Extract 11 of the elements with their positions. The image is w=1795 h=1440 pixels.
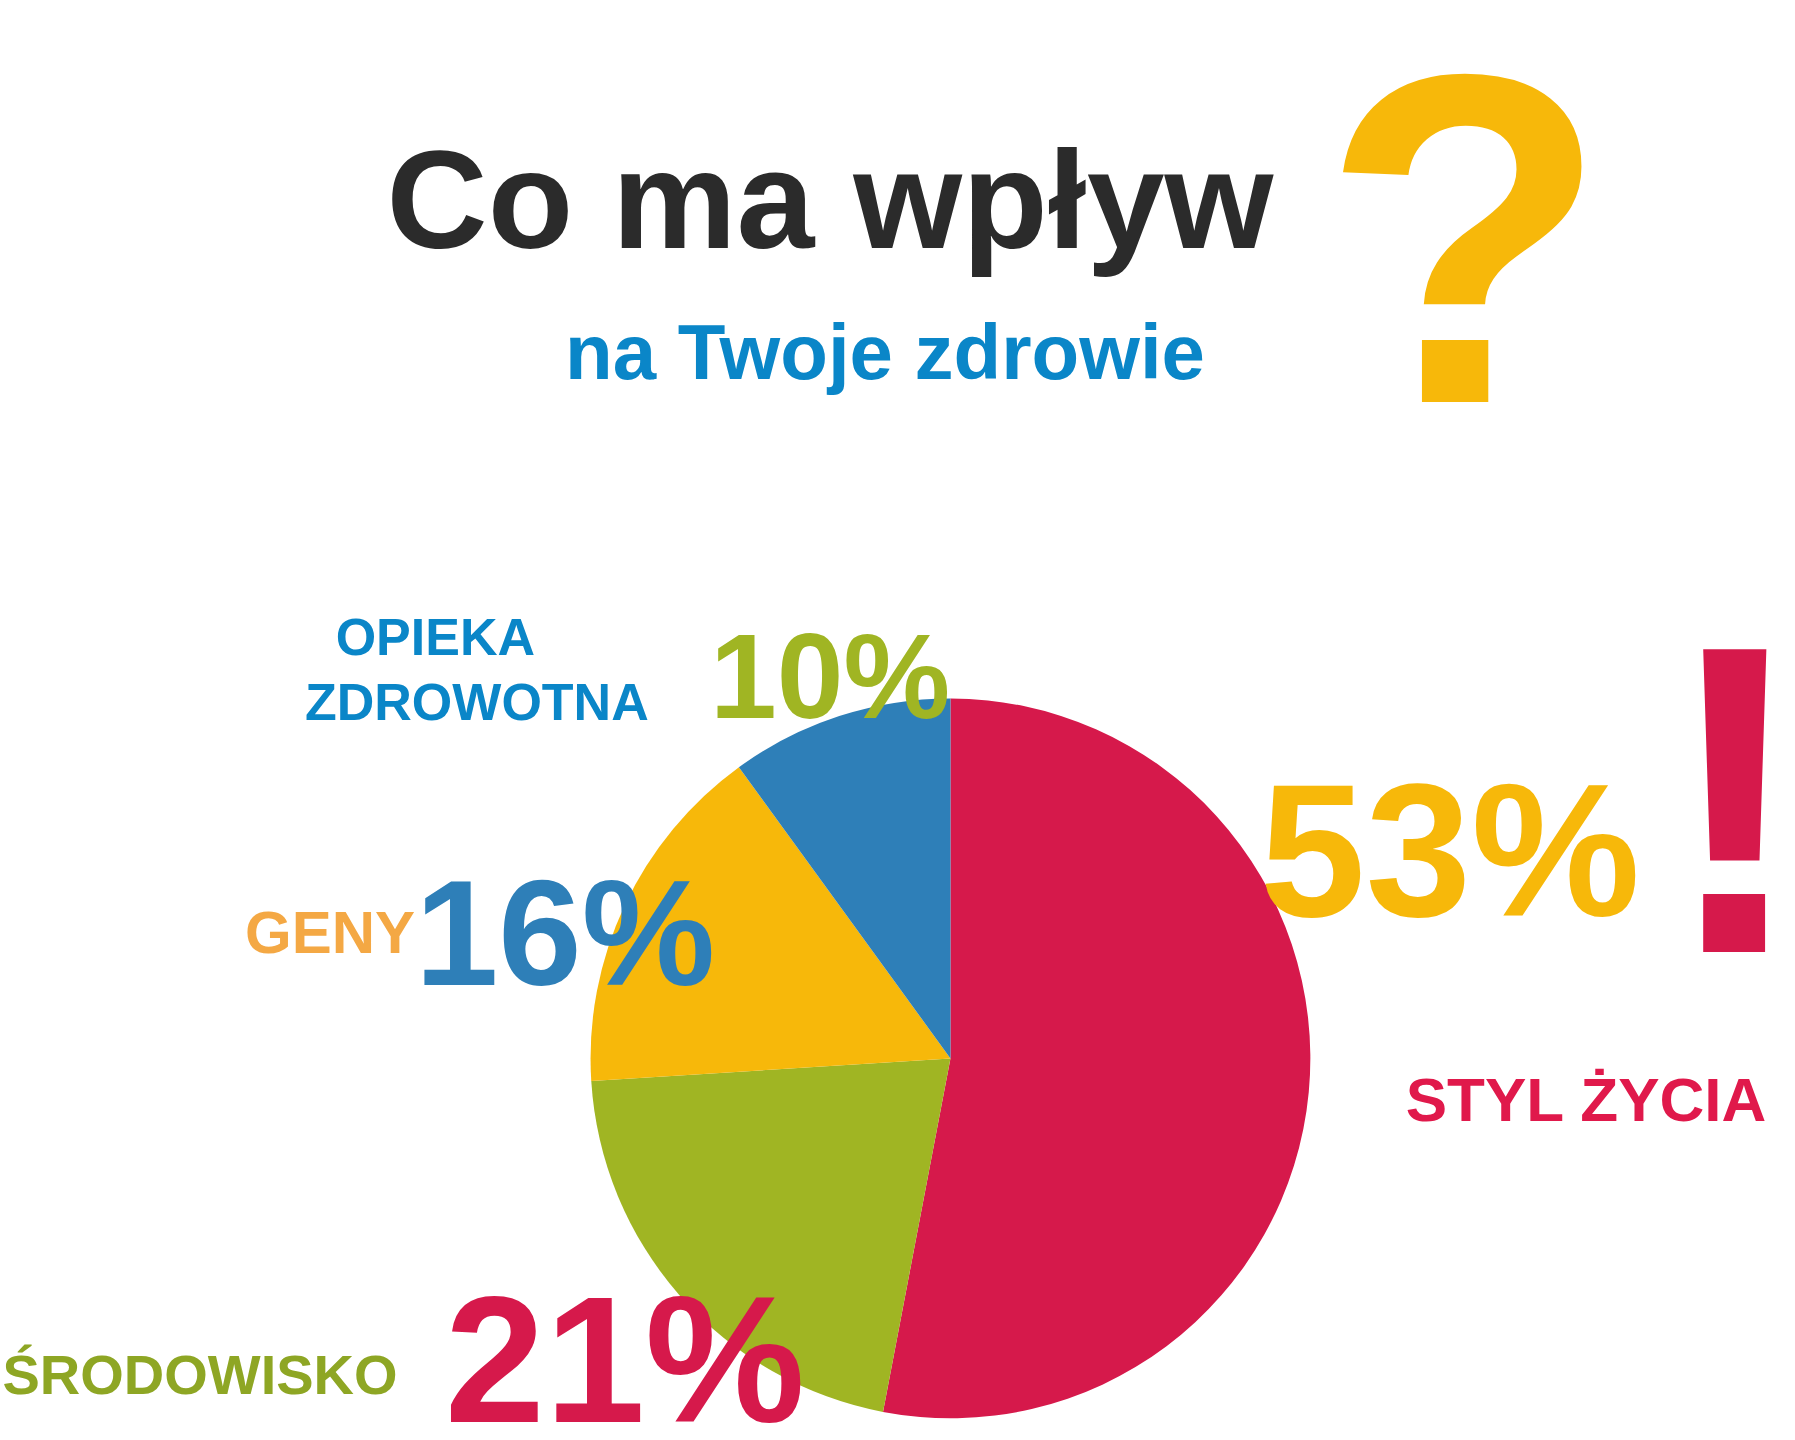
slice-label: ŚRODOWISKO [2, 1343, 398, 1406]
slice-label: GENY [244, 899, 416, 966]
chart-title: Co ma wpływ [386, 121, 1274, 278]
text: ? [1321, 0, 1609, 502]
text: ! [1661, 554, 1795, 1045]
chart-subtitle: na Twoje zdrowie [565, 308, 1205, 396]
data-label: 53% [1259, 744, 1641, 956]
slice-label: STYL ŻYCIA [1405, 1065, 1767, 1134]
slice-label: OPIEKA ZDROWOTNA [305, 607, 649, 733]
data-label: 10% [709, 609, 951, 743]
data-label: 21% [444, 1259, 806, 1440]
